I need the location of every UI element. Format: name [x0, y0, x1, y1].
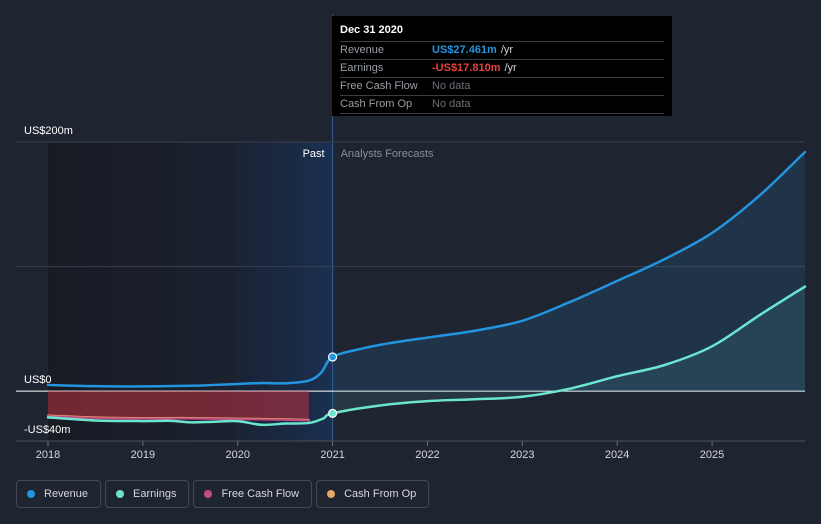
- x-tick-label: 2024: [605, 449, 629, 461]
- legend-item-free-cash-flow[interactable]: Free Cash Flow: [193, 480, 313, 508]
- y-tick-label: US$0: [24, 374, 52, 386]
- legend-item-cash-from-op[interactable]: Cash From Op: [316, 480, 430, 508]
- legend-dot-icon: [327, 490, 336, 498]
- past-region-label: Past: [303, 148, 325, 160]
- tooltip-value: No data: [432, 98, 471, 110]
- x-tick-label: 2021: [320, 449, 344, 461]
- x-tick-label: 2023: [510, 449, 534, 461]
- tooltip-label: Free Cash Flow: [340, 80, 418, 92]
- tooltip-date: Dec 31 2020: [340, 24, 664, 42]
- legend-item-earnings[interactable]: Earnings: [105, 480, 190, 508]
- earnings-line: [46, 285, 807, 427]
- earnings-forecast-area: [332, 286, 805, 414]
- tooltip: Dec 31 2020 Revenue US$27.461m/yr Earnin…: [332, 16, 672, 116]
- y-tick-label: US$200m: [24, 125, 73, 137]
- legend-dot-icon: [27, 490, 35, 498]
- x-tick-label: 2020: [225, 449, 249, 461]
- tooltip-revenue-value: US$27.461m: [432, 44, 497, 56]
- tooltip-row-earnings: Earnings -US$17.810m/yr: [340, 60, 664, 78]
- tooltip-row-free-cash-flow: Free Cash Flow No data: [340, 78, 664, 96]
- tooltip-value: No data: [432, 80, 471, 92]
- tooltip-unit: /yr: [504, 62, 517, 74]
- tooltip-label: Cash From Op: [340, 98, 413, 110]
- earnings-point: [327, 408, 338, 418]
- tooltip-unit: /yr: [500, 44, 514, 56]
- revenue-line: [46, 150, 807, 388]
- cash-from-op-area: [48, 391, 309, 420]
- revenue-point: [327, 352, 338, 362]
- legend-item-revenue[interactable]: Revenue: [16, 480, 102, 508]
- y-tick-label: -US$40m: [24, 424, 70, 436]
- forecast-region-label: Analysts Forecasts: [341, 148, 434, 160]
- tooltip-label: Revenue: [340, 44, 385, 56]
- legend-dot-icon: [204, 490, 213, 498]
- free-cash-flow-line: [47, 415, 310, 422]
- x-tick-label: 2025: [700, 449, 724, 461]
- revenue-forecast-area: [332, 151, 805, 392]
- tooltip-label: Earnings: [340, 62, 384, 74]
- tooltip-row-cash-from-op: Cash From Op No data: [340, 96, 664, 114]
- x-tick-label: 2018: [36, 449, 60, 461]
- legend-label: Cash From Op: [344, 488, 417, 500]
- legend-label: Free Cash Flow: [221, 488, 300, 500]
- legend: Revenue Earnings Free Cash Flow Cash Fro…: [16, 480, 430, 508]
- tooltip-earnings-value: -US$17.810m: [432, 62, 501, 74]
- tooltip-row-revenue: Revenue US$27.461m/yr: [340, 42, 664, 60]
- legend-label: Revenue: [44, 488, 89, 500]
- legend-label: Earnings: [133, 488, 177, 500]
- tooltip-value: -US$17.810m/yr: [432, 60, 517, 77]
- x-tick-label: 2019: [131, 449, 155, 461]
- x-tick-label: 2022: [415, 449, 439, 461]
- tooltip-value: US$27.461m/yr: [432, 42, 513, 59]
- legend-dot-icon: [116, 490, 125, 498]
